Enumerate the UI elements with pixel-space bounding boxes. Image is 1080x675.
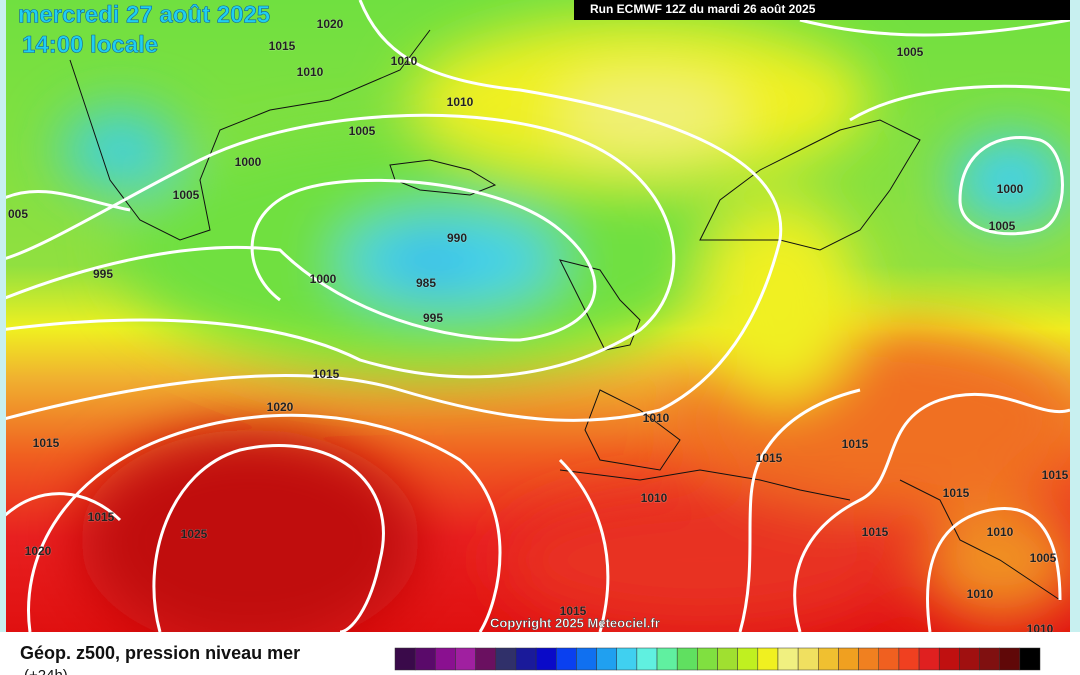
scale-swatch xyxy=(676,647,698,671)
isobar-label: 1005 xyxy=(349,124,376,138)
scale-swatch xyxy=(898,647,920,671)
isobar-label: 1015 xyxy=(269,39,296,53)
scale-swatch xyxy=(717,647,738,671)
isobar-label: 1020 xyxy=(267,400,294,414)
scale-swatch xyxy=(656,647,678,671)
scale-swatch xyxy=(878,647,900,671)
isobar-label: 995 xyxy=(423,311,443,325)
isobar-label: 995 xyxy=(93,267,113,281)
scale-swatch xyxy=(737,647,759,671)
field xyxy=(6,0,1070,632)
run-info: Run ECMWF 12Z du mardi 26 août 2025 xyxy=(590,2,816,16)
isobar-label: 990 xyxy=(447,231,467,245)
scale-swatch xyxy=(999,647,1021,671)
scale-swatch xyxy=(455,647,476,671)
scale-swatch xyxy=(515,647,537,671)
isobar-label: 1010 xyxy=(643,411,670,425)
isobar-label: 985 xyxy=(416,276,436,290)
isobar-label: 1015 xyxy=(1042,468,1069,482)
isobar-label: 1015 xyxy=(88,510,115,524)
isobar-label: 1010 xyxy=(297,65,324,79)
isobar-label: 1010 xyxy=(967,587,994,601)
isobar-label: 1010 xyxy=(987,525,1014,539)
footer-title: Géop. z500, pression niveau mer xyxy=(20,643,300,663)
isobar-label: 1010 xyxy=(641,491,668,505)
scale-swatch xyxy=(697,647,718,671)
scale-swatch xyxy=(838,647,859,671)
scale-swatch xyxy=(757,647,779,671)
scale-swatch xyxy=(475,647,497,671)
run-banner xyxy=(574,0,1070,20)
isobar-label: 1000 xyxy=(310,272,337,286)
scale-swatch xyxy=(616,647,638,671)
isobar-label: 1010 xyxy=(391,54,418,68)
scale-swatch xyxy=(394,647,416,671)
scale-swatch xyxy=(414,647,436,671)
scale-swatch xyxy=(556,647,577,671)
isobar-label: 1020 xyxy=(317,17,344,31)
isobar-label: 1000 xyxy=(235,155,262,169)
scale-swatch xyxy=(858,647,879,671)
time: 14:00 locale xyxy=(22,31,158,58)
isobar-label: 1015 xyxy=(862,525,889,539)
footer-lead: (+24h) xyxy=(24,667,68,675)
isobar-label: 1005 xyxy=(897,45,924,59)
isobar-label: 005 xyxy=(8,207,28,221)
isobar-label: 1005 xyxy=(1030,551,1057,565)
scale-swatch xyxy=(1019,647,1041,671)
scale-swatch xyxy=(596,647,617,671)
isobar-label: 1005 xyxy=(173,188,200,202)
scale-swatch xyxy=(959,647,980,671)
scale-swatch xyxy=(576,647,597,671)
scale-swatch xyxy=(797,647,819,671)
scale-swatch xyxy=(979,647,1000,671)
isobar-label: 1010 xyxy=(447,95,474,109)
copyright: Copyright 2025 Meteociel.fr xyxy=(490,615,660,630)
isobar-label: 1015 xyxy=(943,486,970,500)
isobar-label: 1015 xyxy=(756,451,783,465)
date: mercredi 27 août 2025 xyxy=(18,1,270,28)
isobar-label: 1025 xyxy=(181,527,208,541)
scale-swatch xyxy=(535,647,557,671)
scale-swatch xyxy=(818,647,839,671)
isobar-label: 1015 xyxy=(560,604,587,618)
scale-swatch xyxy=(636,647,658,671)
scale-swatch xyxy=(435,647,456,671)
isobar-label: 1015 xyxy=(842,437,869,451)
scale-swatch xyxy=(495,647,517,671)
scale-swatch xyxy=(938,647,960,671)
isobar-label: 1020 xyxy=(25,544,52,558)
color-scale xyxy=(394,647,1041,671)
isobar-label: 1015 xyxy=(313,367,340,381)
scale-swatch xyxy=(777,647,799,671)
isobar-label: 1005 xyxy=(989,219,1016,233)
isobar-label: 1015 xyxy=(33,436,60,450)
scale-swatch xyxy=(918,647,940,671)
isobar-label: 1000 xyxy=(997,182,1024,196)
